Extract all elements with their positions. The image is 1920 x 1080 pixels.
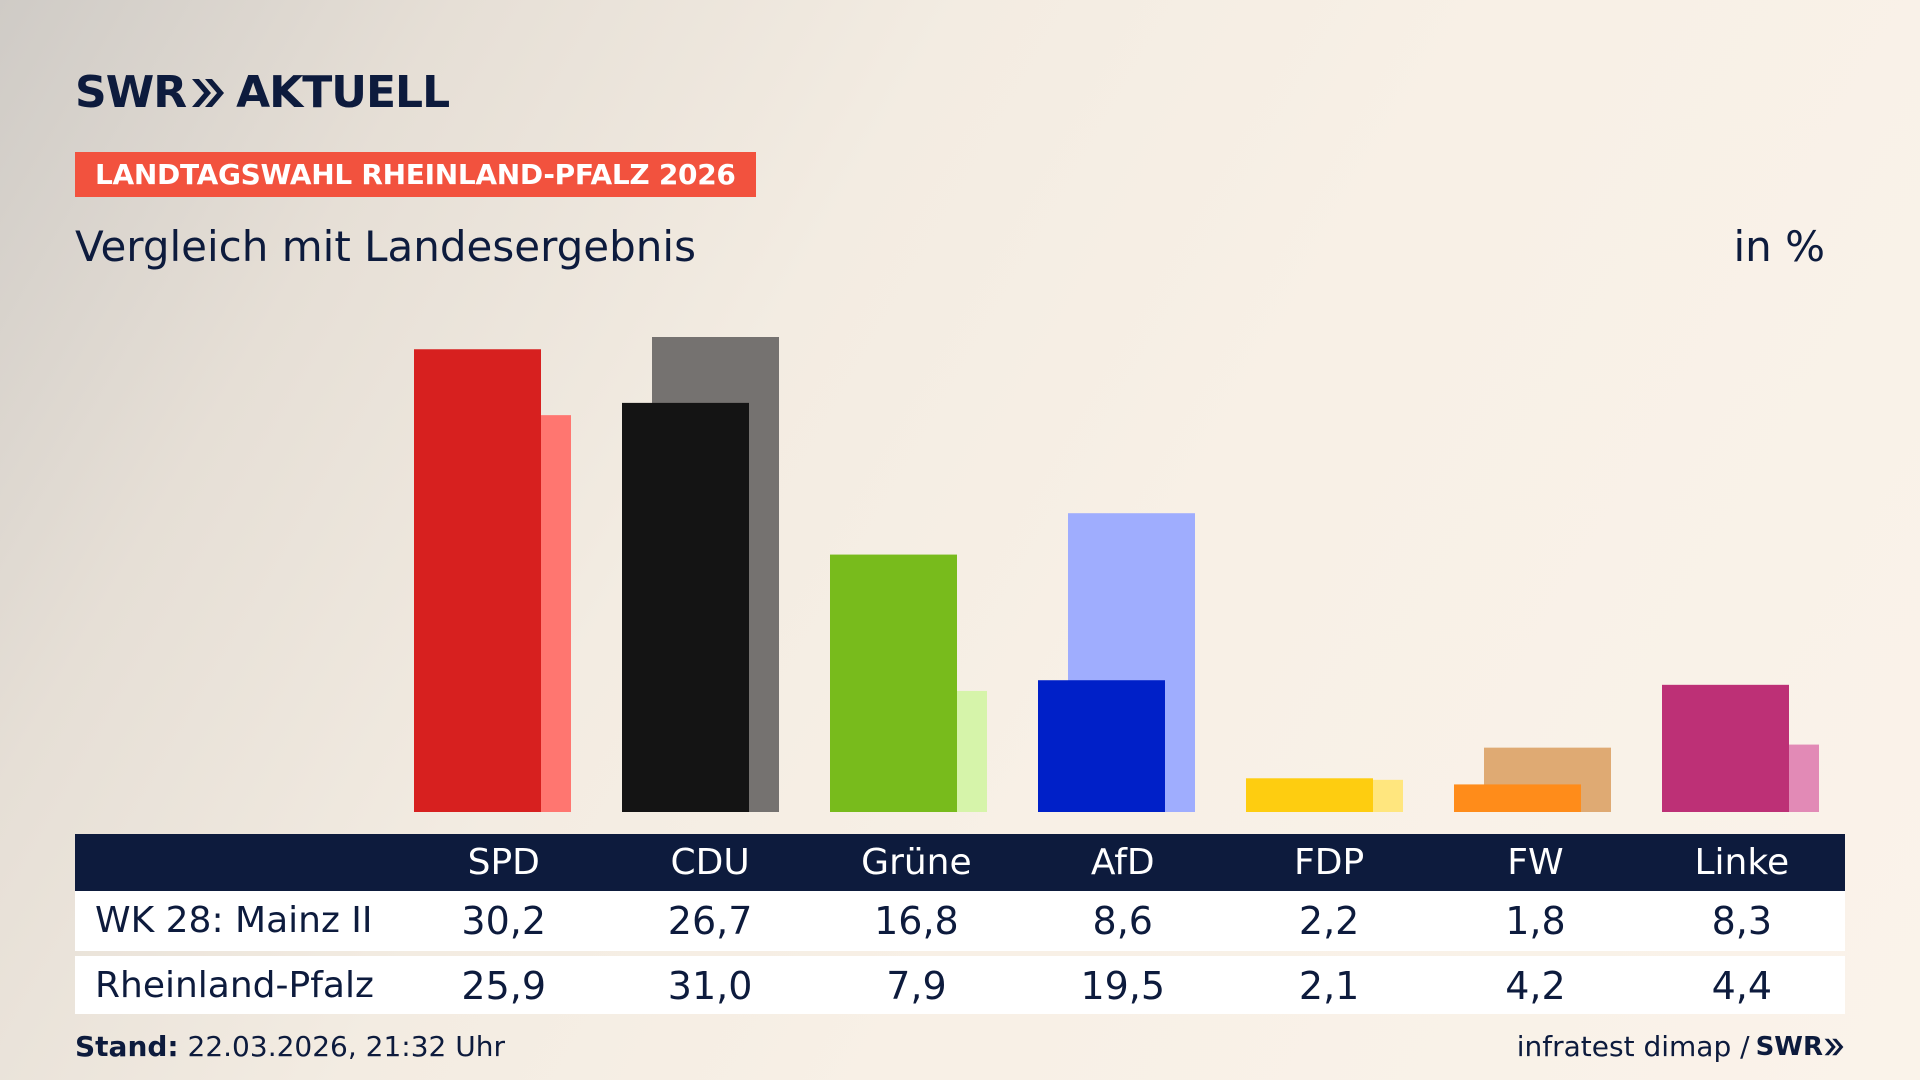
chart-subtitle: Vergleich mit Landesergebnis [75, 222, 696, 271]
party-header: FW [1507, 842, 1564, 883]
value-cell: 16,8 [874, 899, 959, 943]
results-table: SPD CDU Grüne AfD FDP FW Linke WK 28: Ma… [75, 834, 1845, 1014]
value-cell: 26,7 [667, 899, 753, 943]
value-cell: 4,2 [1505, 964, 1566, 1008]
value-cell: 8,3 [1711, 899, 1773, 943]
election-banner: LANDTAGSWAHL RHEINLAND-PFALZ 2026 [75, 152, 756, 197]
bar-wahlkreis-fdp [1246, 778, 1373, 812]
source-text: infratest dimap / [1516, 1030, 1750, 1063]
party-header: CDU [670, 842, 750, 883]
value-cell: 31,0 [667, 964, 753, 1008]
stand-value: 22.03.2026, 21:32 Uhr [187, 1030, 505, 1063]
bar-wahlkreis-fw [1454, 784, 1581, 812]
value-cell: 19,5 [1080, 964, 1166, 1008]
bar-wahlkreis-spd [414, 349, 541, 812]
double-chevron-icon [1824, 1038, 1844, 1055]
value-cell: 4,4 [1711, 964, 1773, 1008]
table-header: SPD CDU Grüne AfD FDP FW Linke [75, 834, 1845, 891]
swr-aktuell-logo: SWR AKTUELL [75, 67, 450, 118]
stand-label: Stand: [75, 1030, 179, 1063]
timestamp: Stand: 22.03.2026, 21:32 Uhr [75, 1030, 505, 1063]
source-credit: infratest dimap / SWR [1517, 1030, 1845, 1063]
bar-wahlkreis-cdu [622, 402, 749, 812]
party-header: AfD [1090, 842, 1155, 883]
value-cell: 2,2 [1298, 899, 1360, 943]
bar-wahlkreis-linke [1662, 684, 1789, 812]
logo-product: AKTUELL [236, 67, 450, 118]
value-cell: 25,9 [461, 964, 547, 1008]
logo-brand: SWR [75, 67, 187, 118]
footer-swr-logo: SWR [1755, 1031, 1823, 1062]
row-label: WK 28: Mainz II [95, 900, 373, 941]
table-row: WK 28: Mainz II 30,2 26,7 16,8 8,6 2,2 1… [75, 891, 1845, 951]
value-cell: 30,2 [461, 899, 547, 943]
value-cell: 1,8 [1505, 899, 1566, 943]
row-label: Rheinland-Pfalz [95, 965, 374, 1006]
party-header: SPD [467, 842, 540, 883]
value-cell: 8,6 [1092, 899, 1153, 943]
party-header: Grüne [861, 842, 972, 883]
table-row: Rheinland-Pfalz 25,9 31,0 7,9 19,5 2,1 4… [75, 956, 1845, 1014]
bar-chart [414, 337, 1819, 812]
bar-wahlkreis-afd [1038, 680, 1165, 812]
unit-label: in % [1733, 222, 1825, 271]
double-chevron-icon [192, 79, 225, 107]
table-header-empty [75, 834, 401, 891]
party-header: FDP [1294, 842, 1365, 883]
value-cell: 2,1 [1298, 964, 1360, 1008]
bar-wahlkreis-grüne [830, 554, 957, 812]
value-cell: 7,9 [886, 964, 947, 1008]
party-header: Linke [1694, 842, 1790, 883]
